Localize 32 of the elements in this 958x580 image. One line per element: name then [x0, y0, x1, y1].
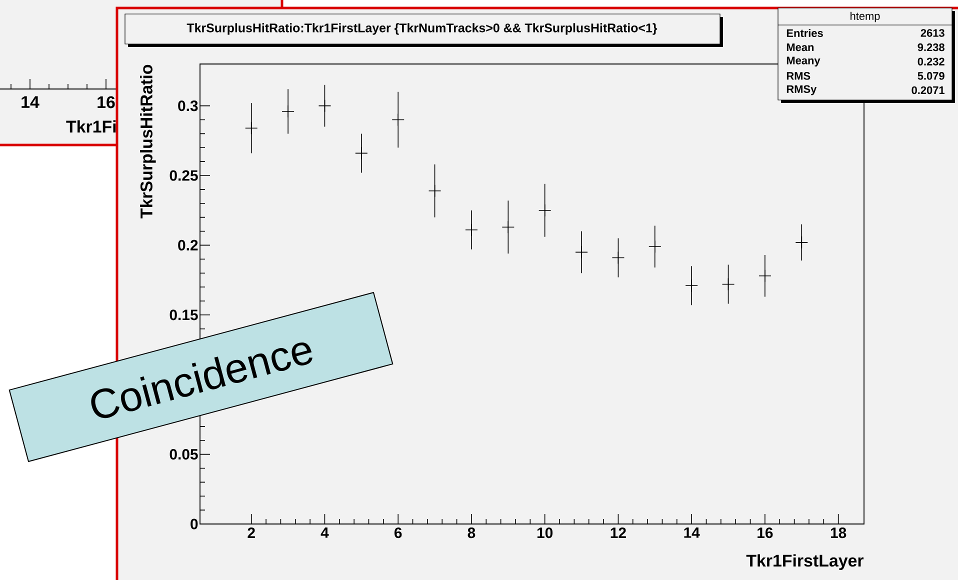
text: 5.079 [918, 72, 944, 80]
x-tick-label: 6 [394, 528, 402, 538]
text: 16 [98, 96, 115, 108]
x-tick-label: 14 [684, 528, 700, 538]
x-tick-label: 10 [537, 528, 553, 538]
y-tick-label: 0.3 [178, 100, 198, 112]
text: 14 [22, 96, 40, 108]
y-tick-label: 0.05 [170, 449, 198, 460]
x-tick-label: 18 [830, 528, 846, 538]
text: 0.2071 [912, 86, 944, 94]
y-tick-label: 0.2 [178, 240, 198, 250]
y-tick-label: 0.15 [170, 310, 198, 320]
text: Tkr1Fi [66, 120, 116, 132]
text: Entries [786, 28, 823, 38]
text: 9.238 [918, 43, 944, 52]
y-tick-label: 0 [190, 518, 198, 530]
y-tick-label: 0.25 [170, 170, 198, 181]
x-tick-label: 2 [248, 528, 255, 538]
text: Mean [786, 43, 814, 52]
x-tick-label: 16 [758, 528, 773, 538]
annotation: RMSy [786, 85, 817, 96]
text: htemp [850, 12, 880, 22]
x-axis-title: Tkr1FirstLayer [746, 554, 864, 570]
x-tick-label: 8 [468, 528, 476, 538]
x-tick-label: 12 [610, 528, 626, 538]
text: 0.232 [918, 58, 944, 66]
annotation: Meany [786, 56, 820, 66]
text: 2613 [920, 29, 944, 37]
annotation: RMS [786, 72, 810, 80]
chart-title: TkrSurplusHitRatio:Tkr1FirstLayer {TkrNumTracks>0 && TkrSurplusHitRatio<1} [186, 23, 658, 35]
x-tick-label: 4 [320, 528, 329, 538]
y-axis-title: TkrSurplusHitRatio [140, 64, 156, 218]
